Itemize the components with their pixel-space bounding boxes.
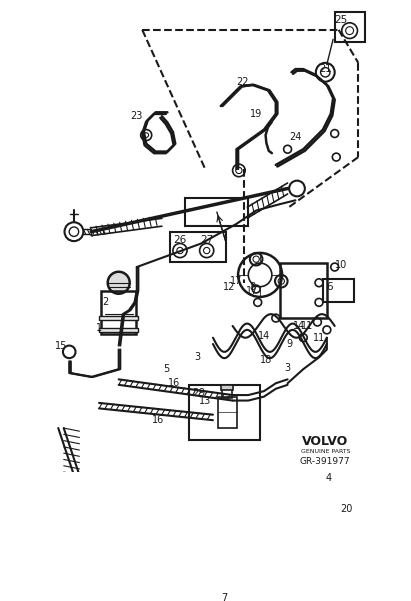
Text: 4: 4 xyxy=(326,472,332,483)
Text: 29: 29 xyxy=(192,388,206,398)
Text: 3: 3 xyxy=(194,352,200,362)
Text: 8: 8 xyxy=(249,282,255,291)
Circle shape xyxy=(108,272,130,294)
Text: 15: 15 xyxy=(55,341,67,350)
Text: 11: 11 xyxy=(301,321,313,331)
Text: 18: 18 xyxy=(259,355,272,365)
Bar xyxy=(170,232,226,261)
Text: 9: 9 xyxy=(287,339,293,349)
Text: 6: 6 xyxy=(326,282,332,291)
Text: 17: 17 xyxy=(246,285,259,296)
Text: GENUINE PARTS: GENUINE PARTS xyxy=(300,449,350,454)
Text: 14: 14 xyxy=(258,331,270,341)
Text: 23: 23 xyxy=(131,111,143,121)
Bar xyxy=(189,385,260,440)
Bar xyxy=(221,385,233,390)
Text: 24: 24 xyxy=(289,132,302,142)
Text: GR-391977: GR-391977 xyxy=(300,457,351,466)
Text: VOLVO: VOLVO xyxy=(302,435,349,448)
Bar xyxy=(99,316,139,320)
Bar xyxy=(323,279,354,302)
Text: 20: 20 xyxy=(340,504,353,514)
Text: 10: 10 xyxy=(335,260,347,270)
Text: 11: 11 xyxy=(313,333,325,343)
Text: 13: 13 xyxy=(199,395,211,406)
Bar xyxy=(102,291,136,334)
Text: 3: 3 xyxy=(284,362,291,373)
Text: 19: 19 xyxy=(250,109,262,119)
Text: 1: 1 xyxy=(96,323,102,334)
Text: 22: 22 xyxy=(236,78,248,88)
Text: 14: 14 xyxy=(293,321,305,331)
Bar xyxy=(218,397,236,428)
Bar xyxy=(335,12,365,41)
Text: 25: 25 xyxy=(335,14,348,25)
Bar xyxy=(222,389,232,398)
Text: 27: 27 xyxy=(200,234,213,245)
Text: 12: 12 xyxy=(222,282,235,291)
Text: 16: 16 xyxy=(168,378,180,388)
Text: 7: 7 xyxy=(221,593,227,601)
Text: 21: 21 xyxy=(319,64,331,74)
Bar xyxy=(185,198,248,226)
Text: 5: 5 xyxy=(163,364,169,374)
Text: 2: 2 xyxy=(102,297,109,307)
Bar xyxy=(99,328,139,332)
Text: 16: 16 xyxy=(152,415,164,425)
Text: 26: 26 xyxy=(173,234,187,245)
Text: 17: 17 xyxy=(230,276,243,286)
Bar xyxy=(280,263,327,318)
